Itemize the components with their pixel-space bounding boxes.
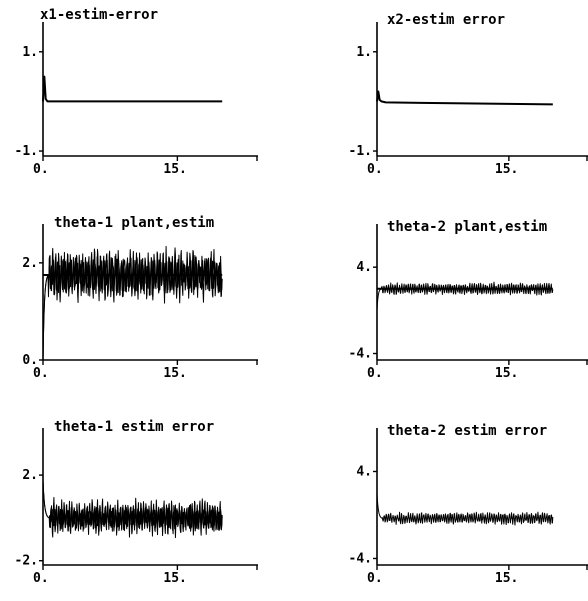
series-line: [376, 90, 553, 106]
plot-panel: theta-1 estim error 0. 15. 2. -2.: [15, 419, 258, 586]
y-tick-label: 4.: [356, 260, 372, 275]
plot-panel: x1-estim-error 0. 15. 1. -1.: [15, 7, 258, 177]
x-tick-label: 0.: [33, 571, 49, 586]
x-tick-label: 15.: [495, 162, 518, 177]
y-tick-label: -4.: [349, 551, 372, 566]
x-tick-label: 15.: [163, 162, 186, 177]
y-tick-label: -1.: [15, 144, 38, 159]
plot-panels: x1-estim-error 0. 15. 1. -1. x2-estim error 0.…: [15, 7, 588, 586]
x-tick-label: 15.: [495, 571, 518, 586]
y-tick-label: -1.: [349, 144, 372, 159]
x-tick-label: 0.: [367, 571, 383, 586]
x-tick-label: 15.: [495, 366, 518, 381]
y-tick-label: 2.: [22, 256, 38, 271]
panel-title: theta-2 estim error: [387, 423, 547, 439]
plot-panel: x2-estim error 0. 15. 1. -1.: [349, 12, 588, 177]
y-tick-label: 0.: [22, 353, 38, 368]
series-line: [42, 480, 223, 532]
x-tick-label: 0.: [367, 162, 383, 177]
plot-panel: theta-2 estim error 0. 15. 4. -4.: [349, 423, 588, 586]
series-line: [376, 493, 554, 526]
plot-panel: theta-2 plant,estim 0. 15. 4. -4.: [349, 219, 588, 381]
y-tick-label: 4.: [356, 464, 372, 479]
panel-title: x1-estim-error: [40, 7, 158, 23]
x-tick-label: 0.: [33, 366, 49, 381]
series-line: [42, 75, 223, 103]
series-line: [42, 254, 223, 361]
panel-title: theta-1 estim error: [54, 419, 214, 435]
x-tick-label: 0.: [367, 366, 383, 381]
y-tick-label: 1.: [356, 45, 372, 60]
panel-title: theta-2 plant,estim: [387, 219, 547, 235]
series-line: [376, 281, 554, 311]
y-tick-label: 2.: [22, 468, 38, 483]
panel-title: theta-1 plant,estim: [54, 215, 214, 231]
x-tick-label: 0.: [33, 162, 49, 177]
y-tick-label: -4.: [349, 347, 372, 362]
y-tick-label: -2.: [15, 554, 38, 569]
x-tick-label: 15.: [163, 366, 186, 381]
plot-panel: theta-1 plant,estim 0. 15. 2. 0.: [22, 215, 258, 381]
x-tick-label: 15.: [163, 571, 186, 586]
y-tick-label: 1.: [22, 45, 38, 60]
panel-title: x2-estim error: [387, 12, 505, 28]
